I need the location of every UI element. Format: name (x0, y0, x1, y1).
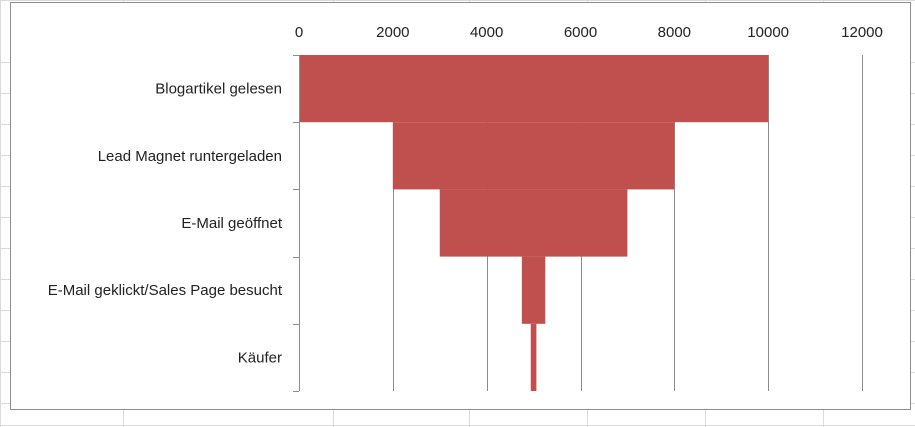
category-label-2: Lead Magnet runtergeladen (98, 148, 282, 165)
funnel-chart: 0 2000 4000 6000 8000 10000 12000 Blogartikel g… (48, 24, 883, 392)
funnel-bar-5[interactable] (530, 323, 537, 391)
category-label-5: Käufer (238, 349, 282, 366)
x-tick-label-10000: 10000 (747, 24, 789, 41)
x-tick-label-6000: 6000 (564, 24, 597, 41)
category-label-4: E-Mail geklickt/Sales Page besucht (48, 282, 283, 299)
funnel-bar-2[interactable] (392, 122, 675, 190)
chart-area[interactable]: 0 2000 4000 6000 8000 10000 12000 Blogartikel g… (10, 2, 911, 410)
funnel-bar-1[interactable] (299, 55, 769, 123)
funnel-bar-4[interactable] (521, 256, 546, 324)
category-label-3: E-Mail geöffnet (181, 215, 282, 232)
x-tick-label-2000: 2000 (376, 24, 409, 41)
funnel-bar-3[interactable] (439, 189, 628, 257)
category-label-1: Blogartikel gelesen (155, 81, 282, 98)
x-tick-label-8000: 8000 (658, 24, 691, 41)
x-tick-label-0: 0 (295, 24, 303, 41)
x-tick-label-4000: 4000 (470, 24, 503, 41)
x-tick-label-12000: 12000 (841, 24, 883, 41)
